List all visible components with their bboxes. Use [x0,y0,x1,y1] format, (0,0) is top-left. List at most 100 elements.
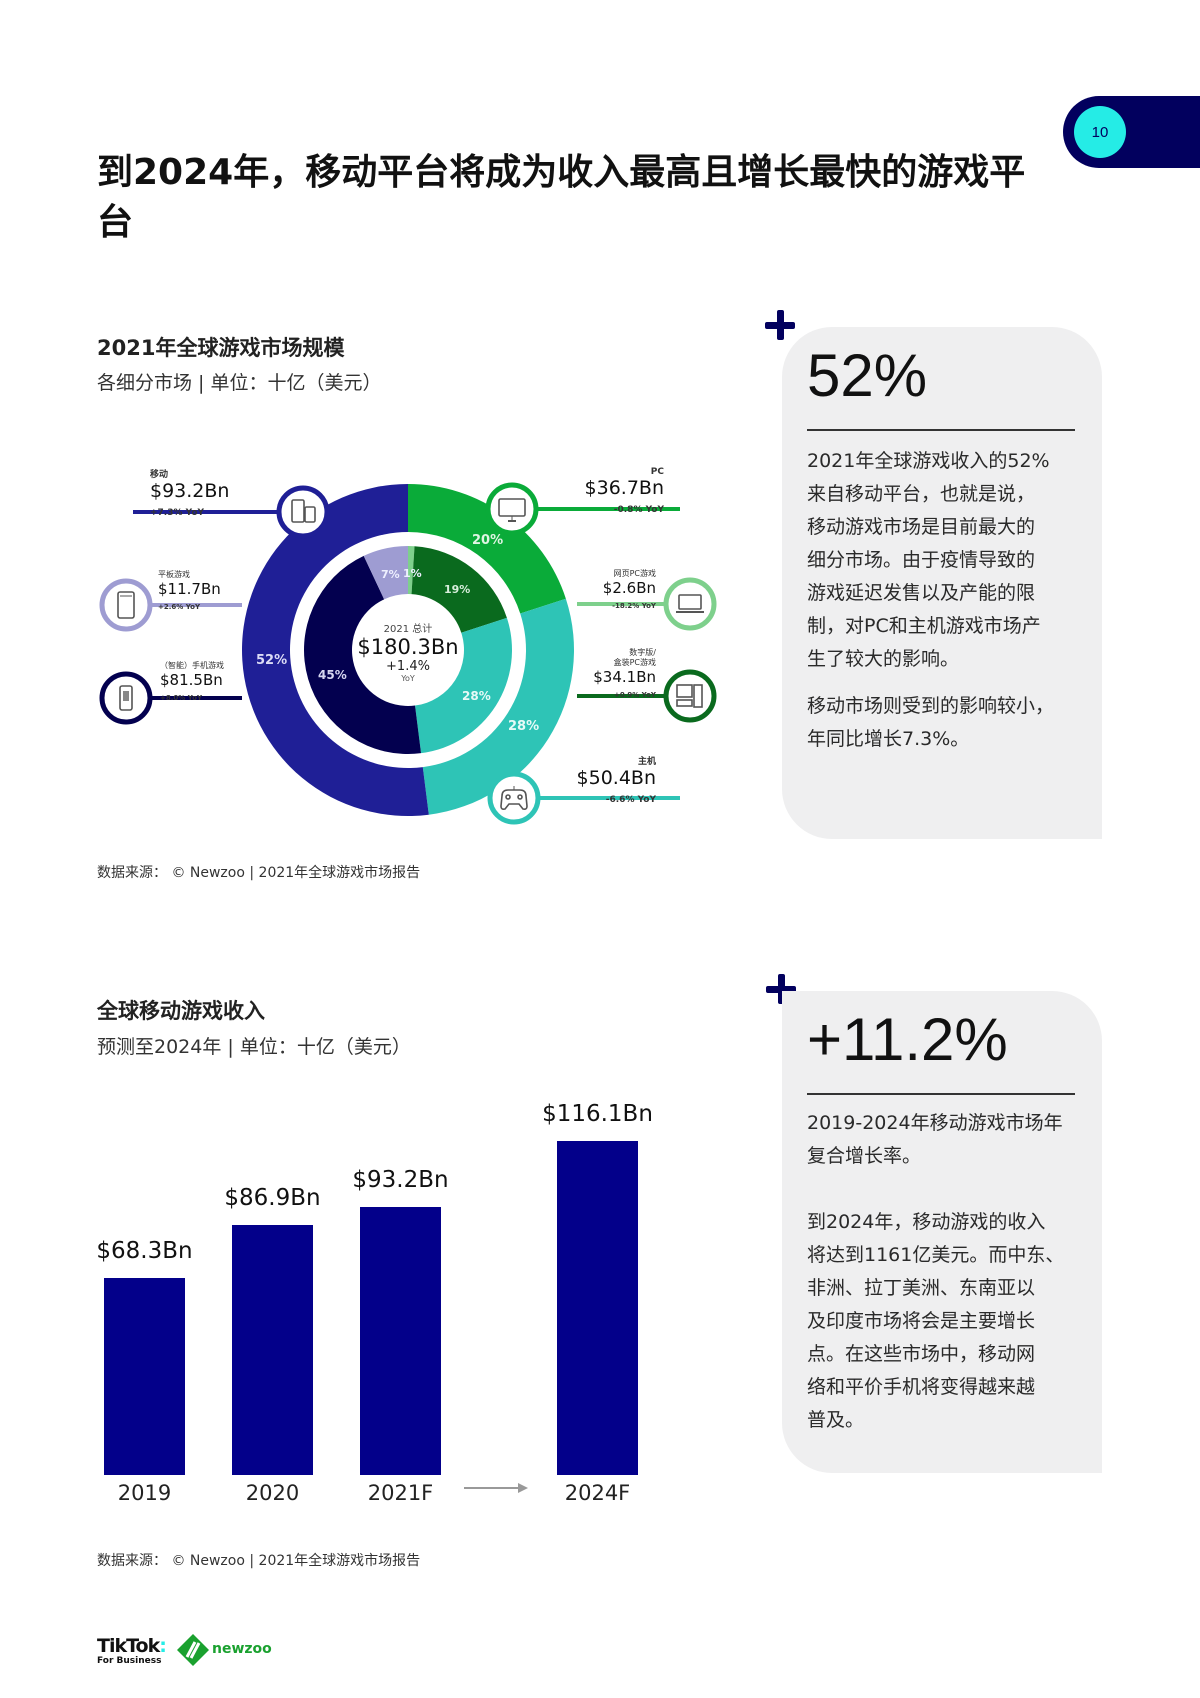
card2-text-line: 点。在这些市场中，移动网 [807,1343,1036,1365]
card1-text-line: 2021年全球游戏收入的52% [807,450,1050,472]
callout-boxed-pc-label-1: 数字版/ [629,648,656,657]
pc-segment [408,484,566,614]
card2-text-line: 2019-2024年移动游戏市场年 [807,1112,1063,1134]
card2-text-line: 普及。 [807,1409,865,1431]
tiktok-dot-icon: : [159,1635,167,1657]
desktop-pc-icon [663,669,717,723]
callout-boxed-pc-yoy: +0.9% YoY [613,691,656,699]
arrow-right-icon [464,1483,528,1493]
card1-text-line: 移动游戏市场是目前最大的 [807,516,1036,538]
laptop-icon [663,577,717,631]
callout-browser-pc-value: $2.6Bn [602,579,656,597]
bar-value-label: $68.3Bn [96,1238,193,1264]
tiktok-sub: For Business [97,1656,162,1666]
callout-boxed-pc-value: $34.1Bn [593,668,656,686]
center-growth: +1.4% [386,659,430,674]
callout-mobile-yoy: +7.3% YoY [150,508,205,518]
card2-text-line: 络和平价手机将变得越来越 [807,1376,1036,1398]
stat-card-cagr: +11.2% 2019-2024年移动游戏市场年 复合增长率。 到2024年，移动… [782,991,1102,1473]
tablet-icon [117,591,135,619]
page-title: 到2024年，移动平台将成为收入最高且增长最快的游戏平台 [97,152,1026,243]
bar-2019 [104,1278,185,1475]
boxed-pc-segment [411,546,507,633]
plus-icon [765,310,795,340]
card1-text-line: 制，对PC和主机游戏市场产 [807,615,1041,637]
card2-text-line: 及印度市场将会是主要增长 [807,1310,1036,1332]
callout-smartphone-yoy: +8.0% YoY [160,694,203,702]
card2-paragraph-1: 2019-2024年移动游戏市场年 复合增长率。 [807,1107,1092,1173]
tiktok-wordmark: TikTok [97,1635,160,1657]
center-total: $180.3Bn [357,635,459,659]
mobile-segment [242,484,429,816]
stat-card-mobile-share: 52% 2021年全球游戏收入的52% 来自移动平台，也就是说， 移动游戏市场是目前… [782,327,1102,839]
card1-divider [807,429,1075,431]
callout-mobile-label: 移动 [150,470,169,480]
ring-label-pc: 20% [472,533,504,548]
callout-tablet-yoy: +2.6% YoY [158,603,201,611]
phone-tablet-icon [276,485,330,539]
callout-boxed-pc: 数字版/ 盒装PC游戏 $34.1Bn +0.9% YoY [560,648,656,699]
card1-paragraph-1: 2021年全球游戏收入的52% 来自移动平台，也就是说， 移动游戏市场是目前最大的细… [807,445,1092,676]
phone-tablet-icon [291,499,316,523]
card2-text-line: 复合增长率。 [807,1145,922,1167]
ring-label-console-outer: 28% [508,719,540,734]
bar-2021F [360,1207,441,1475]
callout-pc-yoy: -0.8% YoY [613,505,664,515]
section1-title: 2021年全球游戏市场规模 [97,336,345,360]
page-number: 10 [1074,106,1126,158]
callout-console: 主机 $50.4Bn -6.6% YoY [540,754,656,805]
ring-label-console-inner: 28% [462,689,491,703]
console-segment [422,598,574,815]
bar-category-label: 2020 [245,1481,300,1505]
center-growth-unit: YoY [401,674,415,683]
console-inner-segment [415,617,513,754]
gamepad-icon [487,771,541,825]
callout-tablet-value: $11.7Bn [158,580,221,598]
plus-icon [766,974,796,1004]
callout-mobile: 移动 $93.2Bn +7.3% YoY [150,467,229,518]
callout-pc-label: PC [650,467,664,477]
callout-pc: PC $36.7Bn -0.8% YoY [540,467,664,515]
newzoo-wordmark: newzoo [212,1641,272,1657]
callout-pc-value: $36.7Bn [584,477,664,499]
card1-paragraph-2: 移动市场则受到的影响较小， 年同比增长7.3%。 [807,690,1092,756]
section2-title: 全球移动游戏收入 [97,999,265,1023]
card2-text-line: 到2024年，移动游戏的收入 [807,1211,1046,1233]
section1-subtitle: 各细分市场 | 单位：十亿（美元） [97,372,382,394]
section2-source: 数据来源： © Newzoo | 2021年全球游戏市场报告 [97,1553,421,1569]
ring-label-mobile: 52% [256,653,288,668]
bar-value-label: $86.9Bn [224,1185,321,1211]
callout-smartphone-value: $81.5Bn [160,671,223,689]
browser-pc-segment [408,546,415,595]
donut-chart [99,482,717,825]
bar-category-label: 2019 [117,1481,172,1505]
ring-label-boxed-pc: 19% [444,583,471,596]
card1-text-line: 来自移动平台，也就是说， [807,483,1036,505]
card2-stat: +11.2% [807,1006,1008,1073]
callout-smartphone-label: （智能）手机游戏 [160,661,224,670]
bar-2024F [557,1141,638,1475]
callout-tablet: 平板游戏 $11.7Bn +2.6% YoY [158,569,221,611]
monitor-icon [498,498,526,522]
card2-paragraph-2: 到2024年，移动游戏的收入 将达到1161亿美元。而中东、 非洲、拉丁美洲、东南亚… [807,1206,1092,1437]
callout-boxed-pc-label-2: 盒装PC游戏 [613,658,656,667]
bar-category-label: 2024F [564,1481,631,1505]
smartphone-segment [304,555,422,754]
center-caption: 2021 总计 [383,624,433,635]
card1-text-line: 生了较大的影响。 [807,648,960,670]
tablet-icon [99,578,153,632]
card1-text-line: 移动市场则受到的影响较小， [807,695,1055,717]
callout-browser-pc: 网页PC游戏 $2.6Bn -18.2% YoY [560,568,656,610]
callout-browser-pc-yoy: -18.2% YoY [612,602,656,610]
card1-text-line: 游戏延迟发售以及产能的限 [807,582,1036,604]
card1-text-line: 细分市场。由于疫情导致的 [807,549,1036,571]
tiktok-for-business-logo: TikTok: For Business [97,1635,167,1666]
laptop-icon [676,594,704,613]
callout-console-yoy: -6.6% YoY [605,795,656,805]
donut-center: 2021 总计 $180.3Bn +1.4% YoY [348,620,468,683]
tablet-segment [363,546,408,600]
ring-label-browser-pc: 1% [403,567,422,580]
card1-text-line: 年同比增长7.3%。 [807,728,970,750]
card2-text-line: 将达到1161亿美元。而中东、 [807,1244,1065,1266]
monitor-icon [485,482,539,536]
